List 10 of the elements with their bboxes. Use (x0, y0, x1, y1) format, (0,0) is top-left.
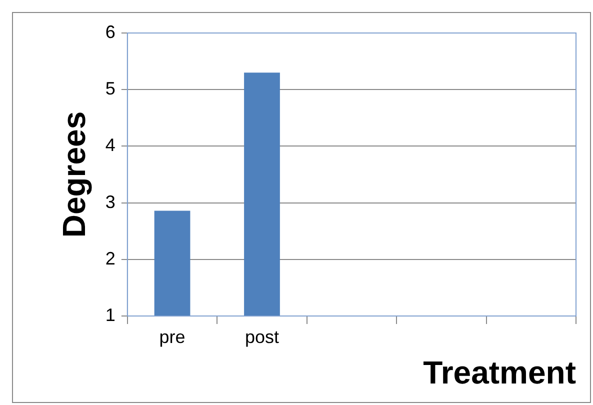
y-tick-label: 2 (105, 248, 116, 268)
y-axis-title: Degrees (56, 111, 92, 238)
x-tick-label: post (244, 326, 280, 347)
y-tick-label: 5 (105, 78, 116, 99)
y-tick-label: 1 (105, 304, 116, 325)
x-tick-label: pre (159, 326, 186, 347)
y-tick-label: 6 (105, 22, 116, 42)
y-tick-label: 3 (105, 192, 116, 212)
x-axis-title: Treatment (423, 354, 576, 391)
y-tick-label: 4 (105, 135, 116, 156)
